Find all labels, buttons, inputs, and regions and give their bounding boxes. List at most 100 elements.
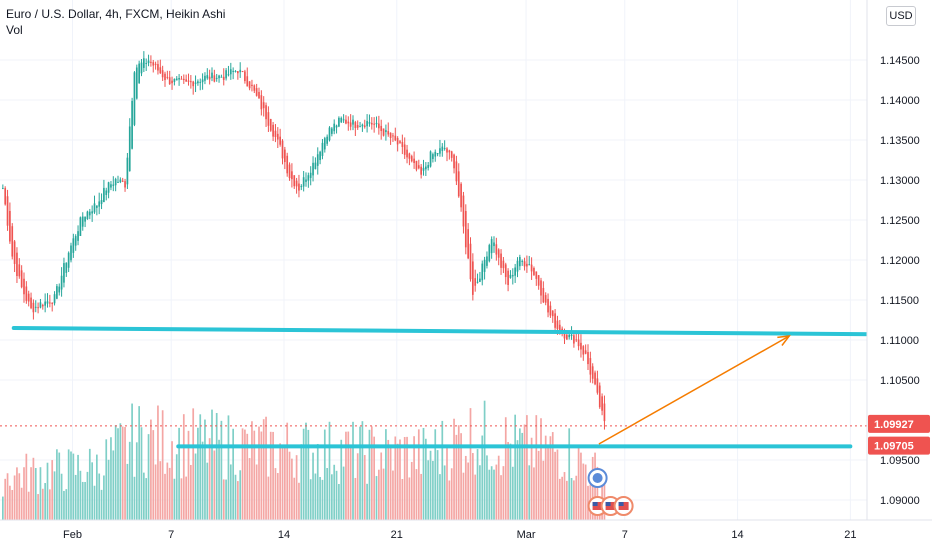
volume-bar xyxy=(53,471,56,520)
volume-bar xyxy=(279,443,281,520)
candle-body xyxy=(603,403,606,422)
volume-bar xyxy=(544,435,547,520)
volume-bar xyxy=(44,483,46,520)
volume-bar xyxy=(467,462,469,520)
candle-body xyxy=(218,75,220,79)
volume-bar xyxy=(253,430,256,520)
volume-bar xyxy=(370,426,373,520)
candle-body xyxy=(375,122,378,125)
volume-bar xyxy=(596,466,599,520)
candle-body xyxy=(328,127,331,141)
volume-bar xyxy=(114,425,117,520)
candle-body xyxy=(32,302,35,313)
volume-bar xyxy=(403,436,406,520)
volume-bar xyxy=(528,465,531,520)
candle-body xyxy=(164,73,166,81)
candle-body xyxy=(34,306,37,308)
volume-bar xyxy=(293,477,296,520)
candle-body xyxy=(443,147,446,149)
candle-body xyxy=(161,70,164,78)
volume-bar xyxy=(269,431,272,520)
volume-bar xyxy=(382,468,385,520)
volume-bar xyxy=(575,475,578,520)
volume-bar xyxy=(591,456,594,520)
volume-bar xyxy=(568,428,571,520)
candle-body xyxy=(229,69,232,75)
candle-body xyxy=(79,217,82,237)
volume-bar xyxy=(185,476,187,520)
candle-body xyxy=(206,75,209,79)
volume-bar xyxy=(119,423,122,520)
candle-body xyxy=(420,166,422,175)
candle-body xyxy=(345,119,347,124)
candle-body xyxy=(20,270,23,288)
volume-bar xyxy=(182,414,185,520)
candle-body xyxy=(133,72,136,125)
candle-body xyxy=(472,261,474,295)
candle-body xyxy=(291,171,293,180)
volume-bar xyxy=(51,460,54,520)
candle-body xyxy=(359,126,361,128)
volume-bar xyxy=(347,431,350,520)
volume-bar xyxy=(551,432,554,520)
volume-bar xyxy=(215,412,218,520)
volume-label: Vol xyxy=(6,23,23,37)
volume-bar xyxy=(13,475,16,520)
volume-bar xyxy=(399,439,401,520)
candle-body xyxy=(406,149,408,158)
candle-body xyxy=(422,167,425,171)
candle-body xyxy=(41,304,44,307)
currency-button[interactable]: USD xyxy=(886,6,916,26)
candle-body xyxy=(316,154,319,166)
candle-body xyxy=(286,155,289,174)
candle-body xyxy=(77,231,79,241)
candle-body xyxy=(537,275,540,286)
candle-body xyxy=(276,133,279,140)
volume-bar xyxy=(472,453,474,520)
volume-bar xyxy=(220,420,223,520)
candle-body xyxy=(246,76,249,87)
volume-bar xyxy=(67,449,70,520)
volume-bar xyxy=(432,460,434,520)
volume-bar xyxy=(239,470,242,520)
candle-body xyxy=(542,287,545,303)
candle-body xyxy=(131,100,133,149)
candle-body xyxy=(13,241,16,264)
volume-bar xyxy=(493,469,495,520)
volume-bar xyxy=(521,432,524,520)
volume-bar xyxy=(288,451,291,520)
price-badge xyxy=(868,436,930,455)
candle-body xyxy=(385,130,387,133)
volume-bar xyxy=(171,441,173,520)
volume-bar xyxy=(192,408,195,520)
volume-bar xyxy=(255,464,258,520)
volume-bar xyxy=(267,476,270,520)
volume-bar xyxy=(507,442,509,520)
annotation-layer xyxy=(0,326,900,516)
volume-bar xyxy=(425,438,427,520)
candle-body xyxy=(331,128,333,134)
volume-bar xyxy=(79,470,82,520)
candle-body xyxy=(93,203,96,213)
price-tick-label: 1.09500 xyxy=(880,455,920,467)
volume-bar xyxy=(429,450,432,520)
candle-body xyxy=(338,117,340,127)
volume-bar xyxy=(462,472,465,520)
candle-body xyxy=(237,71,239,74)
volume-bar xyxy=(103,475,105,520)
volume-bar xyxy=(486,455,488,520)
volume-bar xyxy=(307,429,310,520)
volume-bar xyxy=(316,443,319,520)
volume-bar xyxy=(349,447,352,520)
volume-bar xyxy=(110,437,112,520)
candle-body xyxy=(232,70,234,72)
flag-canton xyxy=(592,502,598,506)
candle-body xyxy=(258,91,260,99)
volume-bar xyxy=(199,414,202,520)
volume-bar xyxy=(227,415,230,520)
candle-body xyxy=(387,131,390,135)
candle-body xyxy=(46,301,49,304)
candle-body xyxy=(521,260,524,262)
flag-canton xyxy=(605,502,611,506)
